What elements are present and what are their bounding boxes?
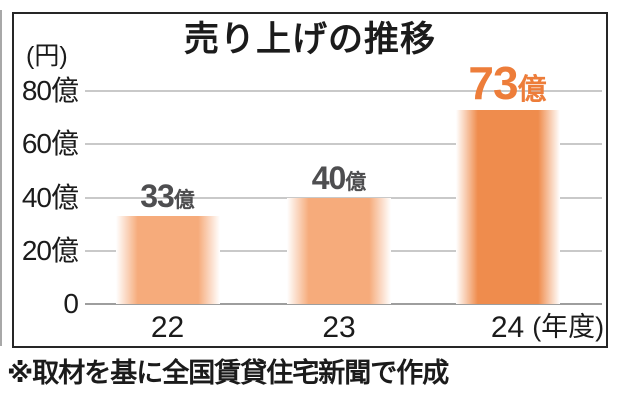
source-footnote: ※取材を基に全国賃貸住宅新聞で作成 xyxy=(7,358,449,388)
page-edge-line xyxy=(0,10,2,346)
value-unit: 億 xyxy=(345,170,367,194)
bar-22 xyxy=(115,216,220,304)
y-axis-unit-label: (円) xyxy=(26,42,68,70)
x-tick-label-23: 23 xyxy=(322,311,356,344)
y-tick-label-40: 40億 xyxy=(21,181,79,213)
value-unit: 億 xyxy=(173,189,195,213)
y-tick-label-20: 20億 xyxy=(21,234,79,266)
y-tick-label-80: 80億 xyxy=(21,75,79,106)
x-axis-suffix: (年度) xyxy=(532,312,605,342)
chart-title: 売り上げの推移 xyxy=(183,20,436,59)
value-number: 40 xyxy=(311,159,347,196)
x-axis-line xyxy=(85,303,602,305)
value-unit: 億 xyxy=(517,73,547,106)
bar-24 xyxy=(455,109,560,304)
value-label-24: 73億 xyxy=(468,60,546,106)
value-number: 33 xyxy=(140,178,175,215)
bar-23 xyxy=(287,197,391,304)
y-tick-label-0: 0 xyxy=(63,288,79,319)
y-tick-label-60: 60億 xyxy=(21,128,79,160)
gridline-80 xyxy=(85,90,602,92)
gridline-60 xyxy=(85,143,602,146)
x-tick-label-24: 24 (年度) xyxy=(490,311,605,344)
value-label-23: 40億 xyxy=(312,162,367,194)
value-label-22: 33億 xyxy=(140,180,195,212)
x-tick-label-22: 22 xyxy=(150,311,185,344)
value-number: 73 xyxy=(468,56,518,109)
